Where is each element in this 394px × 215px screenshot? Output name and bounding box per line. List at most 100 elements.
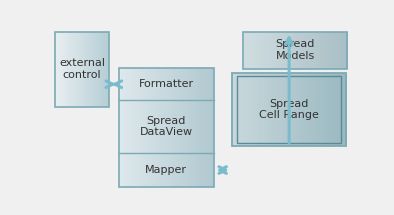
Bar — [280, 73, 283, 146]
Bar — [249, 32, 252, 69]
Bar — [77, 32, 78, 107]
Bar — [100, 32, 102, 107]
Text: Spread
Cell Range: Spread Cell Range — [259, 99, 319, 120]
Bar — [253, 32, 256, 69]
Bar — [56, 32, 58, 107]
Bar — [149, 68, 152, 187]
Bar — [341, 32, 344, 69]
Bar — [330, 73, 333, 146]
Text: Spread
Models: Spread Models — [275, 39, 315, 61]
Bar — [262, 73, 264, 146]
Bar — [271, 73, 274, 146]
Text: external
control: external control — [59, 58, 105, 80]
Bar — [297, 32, 300, 69]
Bar — [278, 73, 281, 146]
Bar — [289, 73, 292, 146]
Bar — [193, 68, 195, 187]
Bar — [328, 73, 331, 146]
Bar — [204, 68, 206, 187]
Bar — [159, 68, 161, 187]
Bar — [266, 73, 269, 146]
Bar — [94, 32, 95, 107]
Bar — [102, 32, 104, 107]
Bar — [81, 32, 83, 107]
Bar — [108, 32, 110, 107]
Bar — [191, 68, 193, 187]
Bar — [305, 32, 308, 69]
Bar — [104, 32, 105, 107]
Bar — [326, 73, 329, 146]
Bar — [91, 32, 92, 107]
Bar — [174, 68, 176, 187]
Bar — [322, 32, 325, 69]
Bar — [200, 68, 203, 187]
Bar — [285, 32, 287, 69]
Bar — [281, 32, 283, 69]
Bar — [58, 32, 59, 107]
Bar — [292, 73, 294, 146]
Bar — [96, 32, 98, 107]
Bar — [345, 32, 348, 69]
Bar — [324, 32, 327, 69]
Bar — [284, 73, 287, 146]
Bar — [260, 32, 262, 69]
Text: Formatter: Formatter — [139, 79, 194, 89]
Bar — [319, 73, 322, 146]
Bar — [68, 32, 70, 107]
Bar — [243, 32, 246, 69]
Bar — [185, 68, 188, 187]
Bar — [236, 73, 239, 146]
Bar — [195, 68, 197, 187]
Bar — [62, 32, 63, 107]
Bar — [141, 68, 144, 187]
Bar — [74, 32, 76, 107]
Bar — [323, 73, 326, 146]
Bar — [296, 73, 299, 146]
Bar — [330, 32, 333, 69]
Bar — [87, 32, 89, 107]
Bar — [55, 32, 109, 107]
Bar — [136, 68, 138, 187]
Bar — [128, 68, 131, 187]
Bar — [318, 32, 321, 69]
Bar — [89, 32, 90, 107]
Bar — [335, 73, 338, 146]
Bar — [155, 68, 157, 187]
Bar — [337, 73, 340, 146]
Bar — [314, 73, 317, 146]
Bar — [208, 68, 210, 187]
Bar — [176, 68, 178, 187]
Bar — [279, 32, 281, 69]
Bar — [74, 32, 75, 107]
Bar — [143, 68, 146, 187]
Bar — [301, 73, 303, 146]
Bar — [293, 32, 296, 69]
Bar — [199, 68, 201, 187]
Bar — [259, 73, 262, 146]
Bar — [307, 73, 310, 146]
Bar — [181, 68, 184, 187]
Bar — [299, 32, 302, 69]
Bar — [268, 32, 271, 69]
Text: Mapper: Mapper — [145, 165, 187, 175]
Bar — [287, 32, 290, 69]
Bar — [243, 32, 347, 69]
Bar — [268, 73, 271, 146]
Bar — [247, 32, 250, 69]
Bar — [232, 73, 235, 146]
Bar — [272, 32, 275, 69]
Bar — [99, 32, 101, 107]
Bar — [78, 32, 80, 107]
Bar — [125, 68, 127, 187]
Bar — [147, 68, 150, 187]
Bar — [316, 32, 318, 69]
Bar — [157, 68, 159, 187]
Bar — [63, 32, 65, 107]
Bar — [303, 32, 306, 69]
Bar — [67, 32, 69, 107]
Bar — [241, 73, 244, 146]
Bar — [66, 32, 68, 107]
Bar — [234, 73, 237, 146]
Bar — [189, 68, 191, 187]
Bar — [153, 68, 156, 187]
